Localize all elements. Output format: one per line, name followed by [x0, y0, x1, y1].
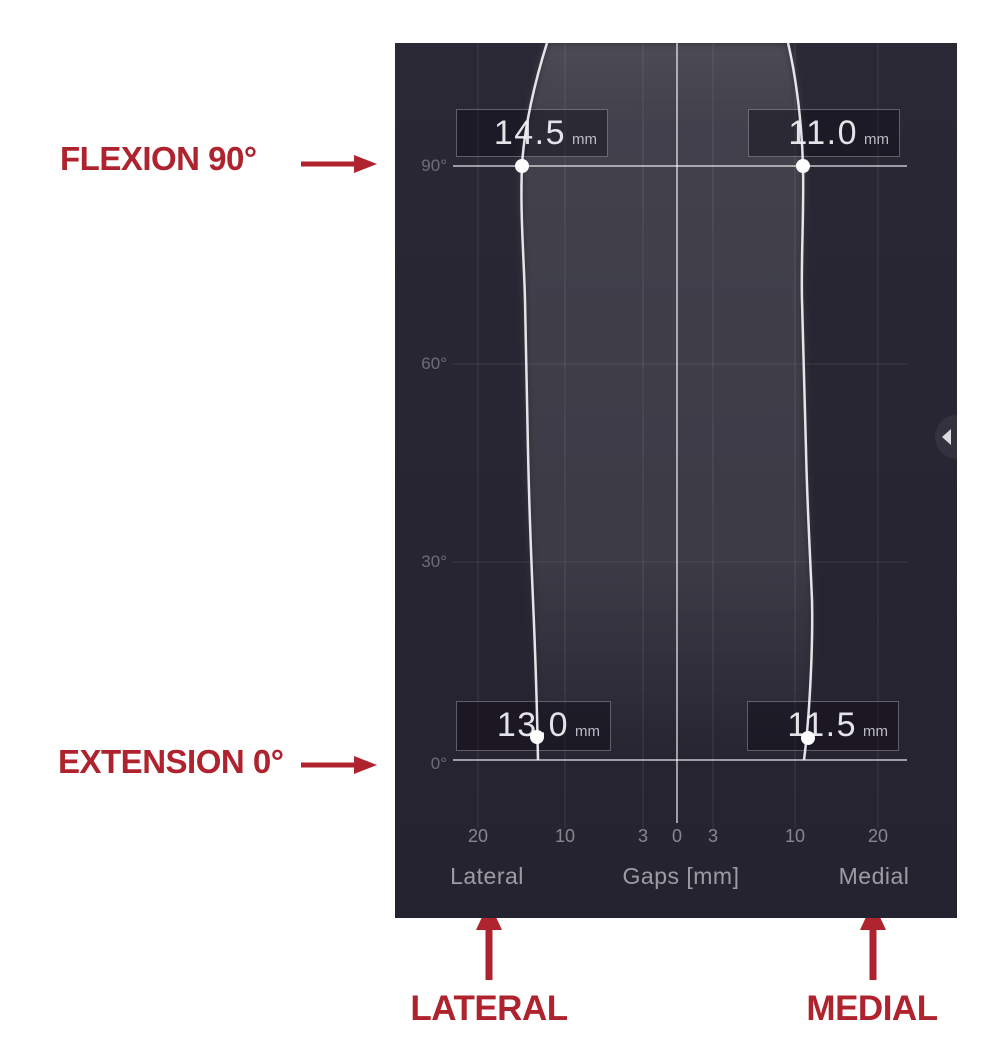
extension-arrow-icon	[301, 756, 377, 774]
extension-medial-unit: mm	[863, 723, 888, 740]
annotation-extension-label: EXTENSION 0°	[58, 743, 284, 780]
y-tick-0: 0°	[430, 754, 447, 773]
x-tick-med-3: 3	[707, 826, 719, 846]
y-tick-60: 60°	[421, 354, 447, 373]
x-tick-0: 0	[671, 826, 683, 846]
gap-band-area	[521, 43, 813, 760]
flexion-lateral-value: 14.5	[493, 114, 566, 152]
x-tick-med-10: 10	[784, 826, 806, 846]
extension-medial-value: 11.5	[787, 706, 857, 744]
extension-lateral-unit: mm	[575, 723, 600, 740]
annotation-lateral-label: LATERAL	[410, 989, 568, 1028]
x-tick-lat-20: 20	[467, 826, 489, 846]
annotation-medial-label: MEDIAL	[806, 989, 938, 1028]
axis-label-lateral: Lateral	[450, 863, 524, 889]
chart-base-layer	[453, 43, 957, 828]
flexion-medial-unit: mm	[864, 131, 889, 148]
axis-label-medial: Medial	[838, 863, 910, 889]
annotation-flexion-label: FLEXION 90°	[60, 140, 257, 177]
flexion-lateral-unit: mm	[572, 131, 597, 148]
extension-medial-value-box: 11.5 mm	[747, 701, 899, 751]
y-tick-30: 30°	[421, 552, 447, 571]
x-tick-med-20: 20	[867, 826, 889, 846]
gap-planning-panel: 90° 60° 30° 0° 20 10 3 0 3 10 20 Lateral…	[395, 43, 957, 918]
flexion-medial-value-box: 11.0 mm	[748, 109, 900, 157]
extension-lateral-value: 13.0	[496, 706, 569, 744]
extension-lateral-value-box: 13.0 mm	[456, 701, 611, 751]
chevron-left-icon	[942, 429, 951, 445]
drawer-handle[interactable]	[935, 415, 957, 459]
flexion-arrow-icon	[301, 155, 377, 173]
flexion-medial-value: 11.0	[788, 114, 858, 152]
y-tick-90: 90°	[421, 156, 447, 175]
flexion-lateral-value-box: 14.5 mm	[456, 109, 608, 157]
axis-title-gaps: Gaps [mm]	[622, 863, 740, 889]
x-tick-lat-3: 3	[637, 826, 649, 846]
x-tick-lat-10: 10	[554, 826, 576, 846]
